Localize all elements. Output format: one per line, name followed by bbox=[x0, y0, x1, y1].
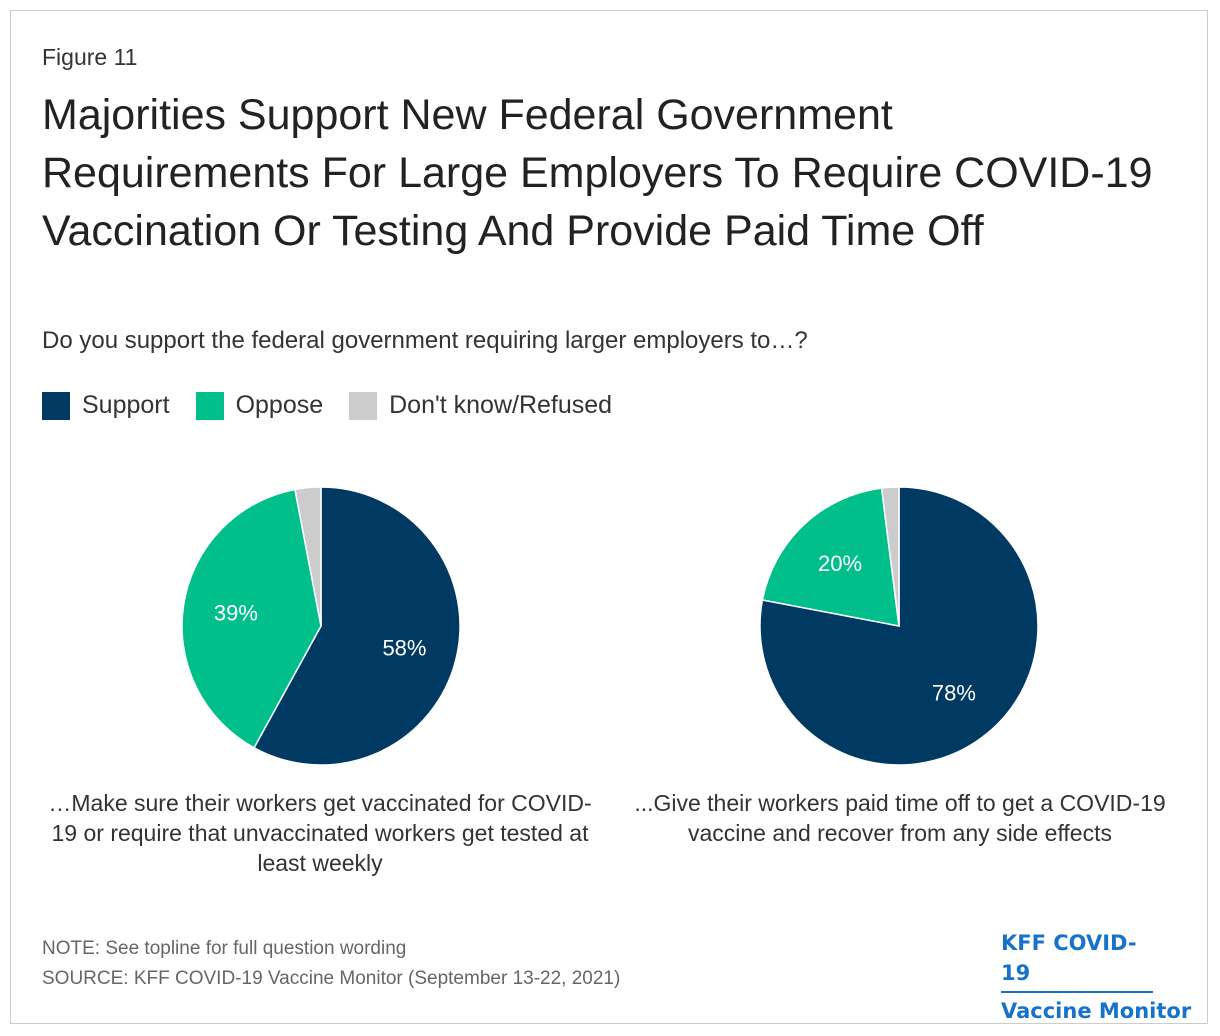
logo-line-1: KFF COVID-19 bbox=[1001, 928, 1153, 993]
pie-2-label-oppose: 20% bbox=[818, 551, 862, 576]
pie-caption-paid-time-off: ...Give their workers paid time off to g… bbox=[634, 790, 1166, 846]
pie-1-label-support: 58% bbox=[382, 635, 426, 660]
pie-1-slice-oppose bbox=[181, 488, 322, 749]
legend-item-support: Support bbox=[42, 391, 170, 420]
chart-title: Majorities Support New Federal Governmen… bbox=[42, 91, 1153, 255]
source-text: SOURCE: KFF COVID-19 Vaccine Monitor (Se… bbox=[42, 968, 621, 989]
legend-label-dont-know: Don't know/Refused bbox=[389, 391, 613, 419]
pie-2-slice-don-t-know-refused bbox=[880, 486, 900, 627]
legend-label-oppose: Oppose bbox=[235, 391, 324, 419]
legend: Support Oppose Don't know/Refused bbox=[42, 391, 638, 420]
figure-frame bbox=[10, 10, 1208, 1024]
legend-swatch-oppose bbox=[195, 391, 224, 420]
pie-caption-vaccinate-or-test: …Make sure their workers get vaccinated … bbox=[48, 790, 592, 876]
pie-2-slice-oppose bbox=[761, 487, 900, 627]
pie-1-label-oppose: 39% bbox=[214, 601, 258, 626]
legend-item-oppose: Oppose bbox=[195, 391, 324, 420]
legend-label-support: Support bbox=[82, 391, 170, 419]
pie-1-slice-don-t-know-refused bbox=[294, 486, 322, 627]
legend-swatch-support bbox=[42, 391, 70, 420]
legend-swatch-dont-know bbox=[349, 391, 378, 420]
figure-label: Figure 11 bbox=[42, 44, 138, 70]
note-text: NOTE: See topline for full question word… bbox=[42, 938, 407, 959]
legend-item-dont-know: Don't know/Refused bbox=[349, 391, 612, 420]
logo-line-2: Vaccine Monitor bbox=[1001, 999, 1192, 1023]
chart-subtitle: Do you support the federal government re… bbox=[42, 327, 808, 354]
pie-2-label-support: 78% bbox=[932, 680, 976, 705]
pie-1-slice-support bbox=[253, 486, 461, 766]
kff-logo: KFF COVID-19 Vaccine Monitor bbox=[1001, 928, 1191, 1026]
